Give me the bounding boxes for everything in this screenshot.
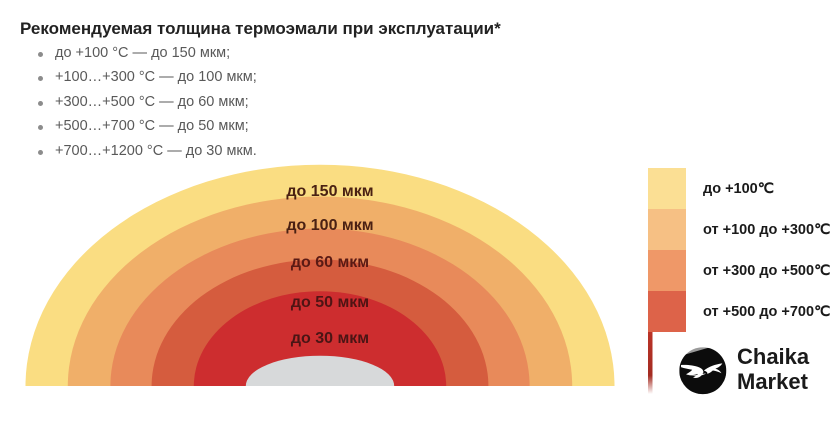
svg-text:до 60 мкм: до 60 мкм [291, 254, 369, 271]
svg-text:от +300 до +500℃: от +300 до +500℃ [703, 263, 831, 279]
svg-text:до +100℃: до +100℃ [703, 181, 775, 197]
svg-text:Market: Market [737, 369, 809, 394]
svg-text:от +100 до +300℃: от +100 до +300℃ [703, 222, 831, 238]
svg-text:до 50 мкм: до 50 мкм [291, 294, 369, 311]
svg-text:до 100 мкм: до 100 мкм [286, 217, 373, 234]
svg-text:до 150 мкм: до 150 мкм [286, 183, 373, 200]
svg-text:от +500 до +700℃: от +500 до +700℃ [703, 304, 831, 320]
svg-text:до 30 мкм: до 30 мкм [291, 330, 369, 347]
svg-text:Chaika: Chaika [737, 344, 810, 369]
